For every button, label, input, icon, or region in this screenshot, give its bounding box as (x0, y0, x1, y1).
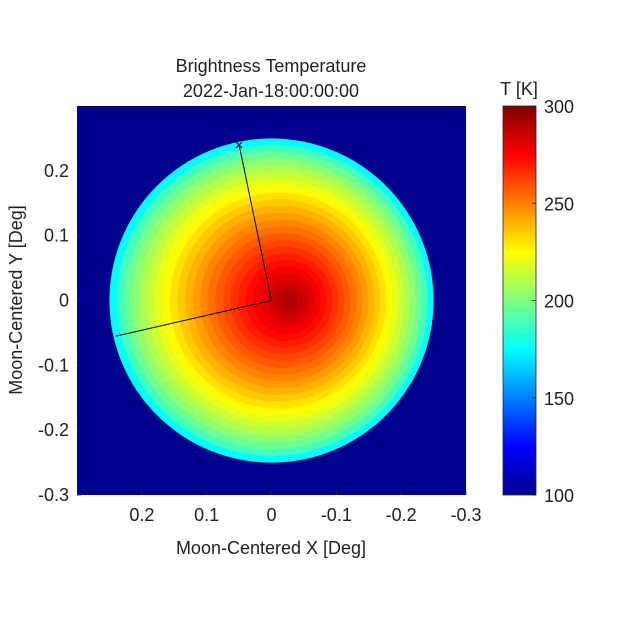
x-axis-label: Moon-Centered X [Deg] (176, 538, 366, 558)
x-tick-label: -0.3 (450, 505, 481, 525)
overlay-x-marker (235, 141, 243, 149)
y-axis-label: Moon-Centered Y [Deg] (6, 205, 26, 394)
y-tick-label: -0.1 (38, 355, 69, 375)
chart-subtitle: 2022-Jan-18:00:00:00 (183, 81, 359, 101)
colorbar-tick-label: 250 (544, 194, 574, 214)
y-tick-label: -0.3 (38, 485, 69, 505)
disk-layer (283, 293, 297, 308)
y-tick-label: -0.2 (38, 420, 69, 440)
chart-title: Brightness Temperature (176, 56, 367, 76)
y-tick-label: 0.1 (44, 226, 69, 246)
colorbar-ticks: 100 150 200 250 300 (532, 97, 574, 506)
colorbar: T [K] 100 150 200 250 300 (500, 79, 574, 506)
x-tick-label: 0.2 (129, 505, 154, 525)
colorbar-tick-label: 200 (544, 292, 574, 312)
colorbar-tick-label: 300 (544, 97, 574, 117)
colorbar-gradient (502, 105, 537, 496)
overlay-polyline (115, 144, 273, 337)
colorbar-tick-label: 150 (544, 389, 574, 409)
heatmap-plot-area (77, 106, 466, 495)
x-tick-label: -0.2 (386, 505, 417, 525)
y-tick-label: 0.2 (44, 161, 69, 181)
x-axis-ticks: 0.2 0.1 0 -0.1 -0.2 -0.3 (129, 491, 482, 525)
moon-disk (109, 138, 434, 463)
x-tick-label: 0.1 (194, 505, 219, 525)
colorbar-tick-label: 100 (544, 486, 574, 506)
colorbar-label: T [K] (500, 79, 538, 99)
x-tick-label: 0 (266, 505, 276, 525)
y-tick-label: 0 (59, 291, 69, 311)
x-tick-label: -0.1 (321, 505, 352, 525)
y-axis-ticks: 0.2 0.1 0 -0.1 -0.2 -0.3 (38, 161, 81, 505)
overlay-lines (115, 141, 273, 337)
